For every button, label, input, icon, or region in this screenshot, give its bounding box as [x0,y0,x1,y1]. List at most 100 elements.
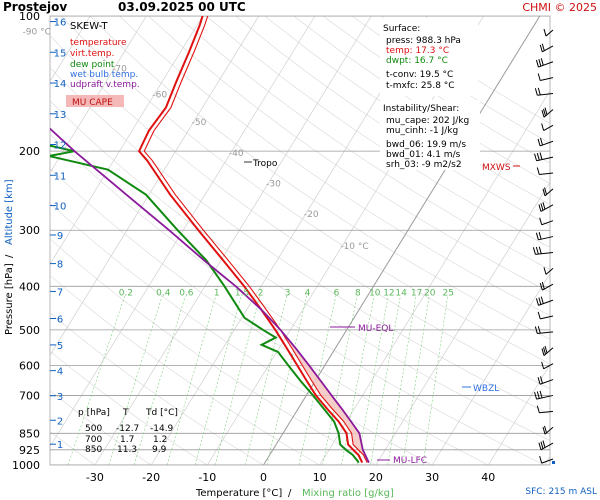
mixing-ratio-tick-label: 10 [369,289,381,299]
mixing-ratio-tick-label: 1.5 [235,289,249,299]
mixing-ratio-line [266,295,307,465]
dry-adiabat [50,67,550,415]
table-row-t: 1.7 [120,435,134,445]
wind-barb [539,281,554,291]
mixing-ratio-line [166,295,217,465]
pressure-tick-label: 1000 [12,459,40,472]
wind-barb-feather [539,283,543,291]
wind-barb-staff [543,124,554,131]
isotherm-label: -90 °C [23,28,51,38]
mixing-ratio-tick-label: 0.2 [119,289,133,299]
temperature-tick-label: 30 [425,471,439,484]
wind-barb-staff [541,220,554,226]
isotherm-label: -60 [152,91,167,101]
instability-heading: Instability/Shear: [383,104,459,114]
temperature-tick-label: 10 [313,471,327,484]
wind-barb [535,232,554,241]
wind-barb [543,28,554,37]
altitude-tick-label: 6 [57,315,63,326]
instability-panel-bg [380,100,480,170]
table-header-t: T [122,408,129,418]
wind-barb-feather [539,217,543,225]
wind-barb-feather [535,246,539,255]
table-row-td: 9.9 [152,445,167,455]
temperature-tick-label: -10 [198,471,216,484]
dry-adiabat [50,34,550,390]
temperature-tick-label: 0 [260,471,267,484]
legend-cape-label: MU CAPE [72,98,113,108]
wind-barb-feather [538,297,542,305]
dry-adiabat [177,16,550,271]
wind-barb-feather [534,153,538,161]
altitude-tick-label: 16 [54,18,67,29]
surface-tmxfc: t-mxfc: 25.8 °C [386,81,455,91]
wind-barb [542,425,554,435]
wind-barb-feather [544,345,548,354]
wind-barb [536,167,554,175]
wind-barb-staff [540,77,554,82]
altitude-tick-label: 5 [57,341,63,352]
wind-barb-feather [535,59,539,68]
altitude-tick-label: 1 [57,440,63,451]
dewpoint-line [50,144,360,464]
wind-barb-staff [542,45,554,53]
isotherm-line [50,16,203,265]
legend: SKEW-T temperature virt.temp. dew point … [66,21,140,108]
wind-barb [536,405,554,414]
altitude-tick-label: 8 [57,260,63,271]
wind-barb-feather [544,187,547,195]
wind-barb-staff [539,379,554,385]
wind-barb-feather [538,204,542,212]
wind-barb-feather [540,296,544,304]
wind-barb-feather [535,232,539,240]
mixing-ratio-tick-label: 8 [355,289,361,299]
pressure-tick-label: 300 [19,224,40,237]
wind-barb-feather [540,137,543,146]
wind-barb-feather [543,108,546,117]
mixing-ratio-line [322,295,358,465]
wind-barb [542,187,554,197]
wind-barb [539,455,554,464]
wind-barb-feather [536,405,540,413]
wind-barb-feather [542,440,546,448]
mixing-ratio-tick-label: 4 [305,289,311,299]
temperature-tick-label: 40 [481,471,495,484]
wind-barb-staff [539,172,554,175]
dry-adiabat [264,16,550,205]
wind-barb-feather [537,73,541,81]
wind-barb-feather [540,376,543,384]
mixing-ratio-tick-label: 14 [395,289,407,299]
mixing-ratio-tick-label: 2 [258,289,264,299]
wind-barb-feather [541,361,545,370]
wbzl-label: WBZL [473,384,499,394]
altitude-tick-label: 7 [57,287,63,298]
altitude-tick-label: 13 [54,110,67,121]
srh-03-value: srh_03: -9 m2/s2 [386,160,462,170]
surface-press: press: 988.3 hPa [386,36,461,46]
mixing-ratio-tick-label: 25 [442,289,453,299]
wind-barb [541,123,554,131]
wind-barb-feather [538,246,542,254]
wind-barb-staff [543,363,554,370]
surface-dwpt: dwpt: 16.7 °C [386,56,448,66]
wind-barb [537,376,554,385]
virtual-temperature-line [143,16,368,463]
mixing-ratio-line [298,295,337,465]
wind-barb-feather [541,110,545,118]
isotherm-line [50,16,147,174]
table-row-p: 500 [85,424,102,434]
dry-adiabat [235,16,550,227]
wind-barb [541,361,554,370]
legend-virt-temp: virt.temp. [70,49,114,59]
mixing-ratio-tick-label: 6 [334,289,340,299]
pressure-tick-label: 500 [19,324,40,337]
mixing-ratio-line [422,295,448,465]
mixing-ratio-tick-label: 0.6 [179,289,194,299]
altitude-tick-label: 2 [57,416,63,427]
mu-cinh-value: mu_cinh: -1 J/kg [386,126,458,136]
mixing-ratio-tick-label: 12 [383,289,394,299]
wind-barb-feather [542,202,546,210]
mixing-ratio-line [402,295,430,465]
